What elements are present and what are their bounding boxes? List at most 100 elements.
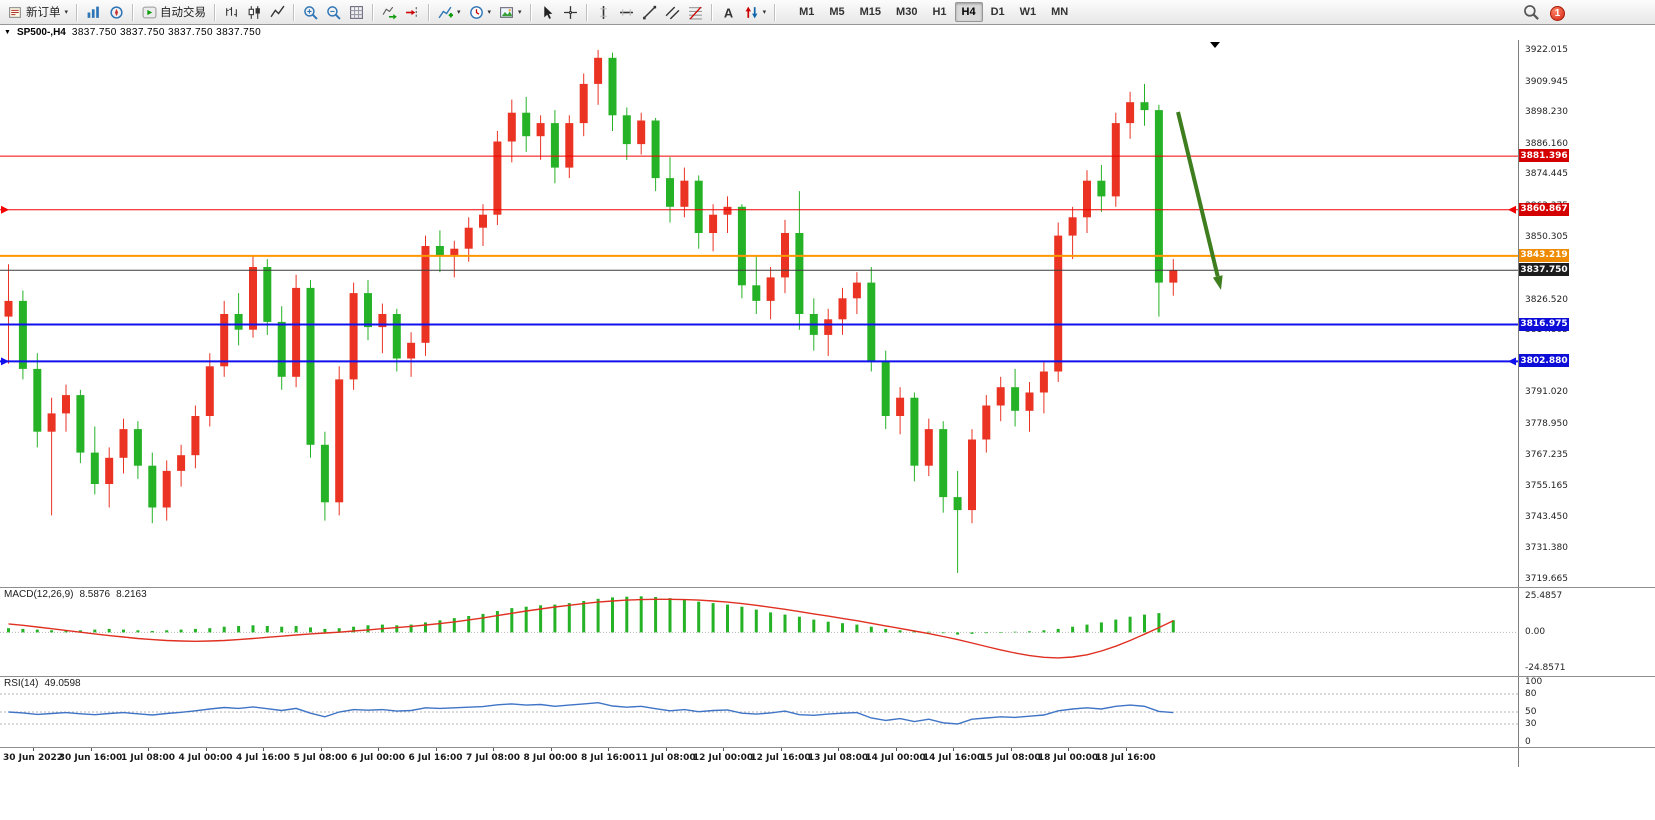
crosshair-button[interactable]: [559, 2, 582, 23]
timeframe-mn-button[interactable]: MN: [1044, 2, 1075, 22]
timeframe-m30-button[interactable]: M30: [889, 2, 924, 22]
bar-chart-button[interactable]: [220, 2, 243, 23]
timeframe-group: M1 M5 M15 M30 H1 H4 D1 W1 MN: [792, 2, 1075, 22]
grid-button[interactable]: [345, 2, 368, 23]
rsi-line: [8, 701, 1174, 725]
new-order-button[interactable]: 新订单 ▾: [4, 2, 72, 23]
timeframe-h4-button[interactable]: H4: [954, 2, 983, 22]
price-tag: 3837.750: [1519, 263, 1569, 277]
symbol-search-button[interactable]: [1522, 4, 1540, 22]
periods-icon: [469, 5, 483, 19]
time-axis[interactable]: 30 Jun 2022 30 Jun 16:00 1 Jul 08:00 4 Jul …: [0, 747, 1655, 767]
macd-panel: MACD(12,26,9) 8.5876 8.2163 25.4857 0.00 -…: [0, 587, 1655, 676]
channel-icon: [665, 6, 679, 19]
rsi-scale[interactable]: 100 80 50 30 0: [1519, 677, 1655, 747]
time-axis-tick: [263, 748, 264, 751]
rsi-axis-label: 80: [1525, 689, 1537, 699]
toolbar-separator: [214, 3, 217, 21]
arrows-tool-button[interactable]: ▾: [740, 2, 771, 23]
rsi-axis-label: 50: [1525, 707, 1537, 717]
candlestick-plot[interactable]: [0, 40, 1518, 587]
fibonacci-button[interactable]: [684, 2, 707, 23]
timeframe-d1-button[interactable]: D1: [984, 2, 1012, 22]
horizontal-line-icon: [619, 8, 633, 16]
time-axis-label: 6 Jul 00:00: [350, 753, 406, 763]
macd-histogram: [7, 596, 1175, 635]
channel-button[interactable]: [661, 2, 684, 23]
trendline-button[interactable]: [638, 2, 661, 23]
time-axis-tick: [493, 748, 494, 751]
rsi-plot-area[interactable]: RSI(14) 49.0598: [0, 677, 1519, 747]
dropdown-caret-icon: ▾: [762, 9, 767, 16]
vertical-line-icon: [599, 5, 607, 19]
time-axis-tick: [320, 748, 322, 751]
svg-text:A: A: [723, 5, 732, 20]
chart-shift-button[interactable]: [401, 2, 424, 23]
navigator-button[interactable]: [105, 2, 128, 23]
main-chart-panel: 3922.015 3909.945 3898.230 3886.160 3874.445…: [0, 40, 1655, 587]
timeframe-h1-button[interactable]: H1: [925, 2, 953, 22]
time-axis-label: 15 Jul 08:00: [980, 753, 1041, 763]
price-scale[interactable]: 3922.015 3909.945 3898.230 3886.160 3874.445…: [1519, 40, 1655, 587]
collapse-panel-icon[interactable]: ▼: [4, 29, 11, 36]
market-watch-button[interactable]: [82, 2, 105, 23]
time-axis-label: 6 Jul 16:00: [408, 753, 463, 763]
cursor-button[interactable]: [536, 2, 559, 23]
chart-shift-marker[interactable]: [1210, 42, 1220, 48]
price-axis-label: 3731.380: [1525, 543, 1568, 554]
rsi-indicator-header: RSI(14) 49.0598: [4, 678, 81, 689]
auto-scroll-button[interactable]: [378, 2, 401, 23]
zoom-out-button[interactable]: [322, 2, 345, 23]
macd-plot-area[interactable]: MACD(12,26,9) 8.5876 8.2163: [0, 588, 1519, 676]
dropdown-caret-icon: ▾: [487, 9, 492, 16]
notification-badge[interactable]: 1: [1550, 5, 1565, 21]
main-chart-plot-area[interactable]: [0, 40, 1519, 587]
price-axis-label: 3791.020: [1525, 387, 1568, 398]
time-axis-label: 18 Jul 00:00: [1037, 753, 1099, 763]
arrows-tool-icon: [745, 6, 757, 18]
timeframe-w1-button[interactable]: W1: [1013, 2, 1044, 22]
toolbar-separator: [76, 3, 79, 21]
timeframe-m15-button[interactable]: M15: [853, 2, 888, 22]
toolbar-separator: [710, 3, 713, 21]
horizontal-lines: [0, 155, 1518, 366]
chart-header: ▼ SP500-,H4 3837.750 3837.750 3837.750 3…: [0, 25, 1655, 40]
periods-button[interactable]: ▾: [465, 2, 496, 23]
time-axis-label: 8 Jul 00:00: [523, 753, 578, 763]
time-axis-label: 8 Jul 16:00: [580, 753, 636, 763]
indicators-button[interactable]: ▾: [434, 2, 465, 23]
autotrade-button[interactable]: 自动交易: [138, 2, 210, 23]
horizontal-line-button[interactable]: [615, 2, 638, 23]
rsi-axis-label: 0: [1525, 737, 1531, 747]
toolbar-right-group: 1: [1522, 4, 1565, 22]
rsi-plot[interactable]: [0, 677, 1518, 747]
macd-plot[interactable]: [0, 588, 1518, 676]
time-axis-tick: [1068, 748, 1069, 751]
price-tag: 3802.880: [1519, 354, 1569, 368]
trend-arrow-annotation[interactable]: [1176, 111, 1223, 290]
text-label-button[interactable]: A: [717, 2, 740, 23]
templates-button[interactable]: ▾: [495, 2, 526, 23]
zoom-in-icon: [304, 5, 318, 20]
macd-value-signal: 8.2163: [116, 589, 147, 600]
crosshair-icon: [563, 5, 577, 19]
timeframe-m5-button[interactable]: M5: [822, 2, 851, 22]
zoom-in-button[interactable]: [299, 2, 322, 23]
time-axis-tick: [723, 748, 724, 751]
price-axis-label: 3874.445: [1525, 169, 1568, 180]
search-icon: [1524, 5, 1539, 20]
macd-axis-label: -24.8571: [1525, 663, 1566, 673]
timeframe-m1-button[interactable]: M1: [792, 2, 821, 22]
line-chart-button[interactable]: [266, 2, 289, 23]
navigator-icon: [110, 5, 123, 19]
candle-chart-button[interactable]: [243, 2, 266, 23]
candle-chart-icon: [248, 5, 260, 19]
vertical-line-button[interactable]: [592, 2, 615, 23]
time-axis-label: 12 Jul 00:00: [692, 753, 754, 763]
dropdown-caret-icon: ▾: [518, 9, 522, 16]
price-axis-label: 3719.665: [1525, 574, 1568, 584]
macd-scale[interactable]: 25.4857 0.00 -24.8571: [1519, 588, 1655, 676]
toolbar-separator: [774, 3, 777, 21]
indicators-icon: [438, 6, 454, 18]
